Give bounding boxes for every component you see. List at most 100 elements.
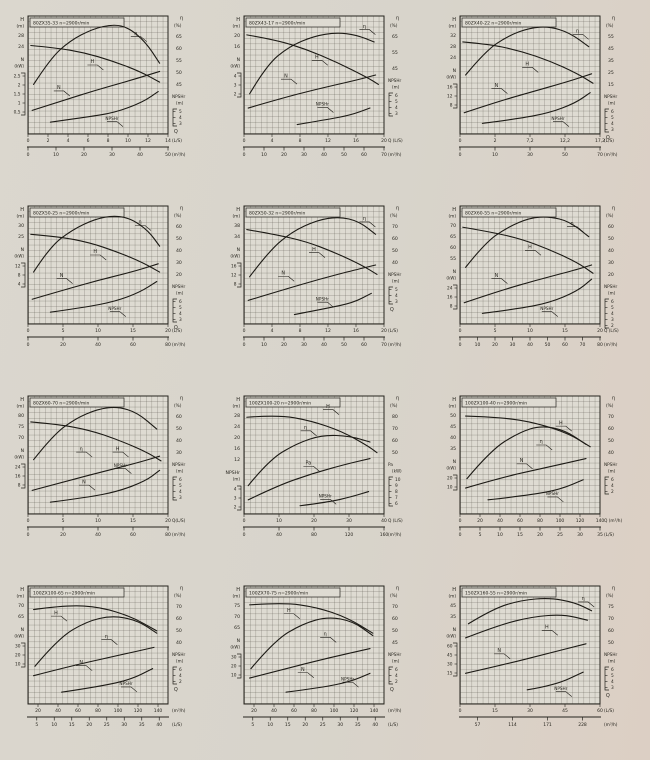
x2-unit: (m³/h): [172, 532, 186, 538]
power-axis-tick: 45: [447, 653, 453, 659]
npshr-axis-tick: 2: [611, 323, 614, 329]
chart-title: 80ZX60-55 n=2900r/min: [465, 211, 521, 217]
eff-axis-symbol: η: [612, 586, 615, 592]
curve-η: [467, 598, 593, 625]
curve-label-pointer: [317, 107, 334, 113]
flow-axis-symbol: Q: [174, 687, 178, 693]
npshr-axis-tick: 5: [611, 305, 614, 311]
x2-tick: 60: [361, 152, 367, 158]
left-axis-tick: 25: [18, 234, 24, 240]
x2-tick: 40: [95, 342, 101, 348]
curve-label-pointer: [107, 121, 124, 127]
chart-title: 80ZX50-25 n=2900r/min: [33, 211, 89, 217]
chart-title-box: [29, 587, 125, 598]
power-axis-tick: 10: [231, 673, 237, 679]
npshr-axis-tick: 3: [395, 111, 398, 117]
eff-axis-tick: 80: [392, 414, 398, 420]
curve-NPSHr: [61, 668, 154, 693]
curve-η: [247, 434, 371, 487]
x1-unit: Q (L/S): [388, 518, 403, 524]
curve-label-pointer: [76, 451, 93, 458]
curve-H: [30, 421, 162, 462]
curve-label-pointer: [109, 311, 126, 317]
curve-label-H: H: [545, 624, 549, 630]
eff-axis-symbol: η: [612, 206, 615, 212]
chart-title: 80ZX43-17 n=2900r/min: [249, 21, 305, 27]
x2-tick: 10: [267, 722, 273, 728]
eff-axis-unit: (%): [390, 593, 398, 599]
eff-axis-tick: 45: [608, 46, 614, 52]
curve-label-NPSHr: NPSHr: [114, 463, 127, 468]
curve-label-pointer: [342, 681, 359, 688]
x1-tick: 60: [517, 518, 523, 524]
x2-tick: 40: [137, 152, 143, 158]
x2-tick: 20: [81, 152, 87, 158]
left-axis-tick: 55: [450, 256, 456, 262]
curve-label-pointer: [303, 465, 320, 472]
curve-N: [463, 264, 593, 304]
x1-tick: 20: [381, 138, 387, 144]
curve-label-N: N: [495, 273, 499, 279]
x2-tick: 30: [527, 152, 533, 158]
x2-tick: 20: [492, 342, 498, 348]
eff-axis-symbol: η: [612, 16, 615, 22]
left-axis-tick: 70: [18, 603, 24, 609]
curve-NPSHr: [49, 90, 159, 123]
left-axis-tick: 35: [450, 446, 456, 452]
pump-curve-chart-80ZX50-25: 80ZX50-25 n=2900r/minH(m)3025N(kW)1284η(…: [14, 205, 186, 348]
x1-tick: 100: [114, 708, 123, 714]
x1-tick: 20: [597, 328, 603, 334]
npshr-axis-tick: 4: [611, 483, 614, 489]
eff-axis-tick: 60: [608, 224, 614, 230]
npshr-axis-tick: 4: [395, 105, 398, 111]
npshr-axis-symbol: NPSHr: [604, 284, 617, 289]
x2-tick: 60: [130, 342, 136, 348]
npshr-axis-tick: 3: [611, 317, 614, 323]
curve-label-N: N: [79, 660, 83, 666]
x1-tick: 5: [494, 328, 497, 334]
npshr-axis-tick: 6: [179, 667, 182, 673]
left-axis-unit: (m): [16, 24, 24, 30]
x2-tick: 120: [345, 532, 354, 538]
eff-axis-tick: 40: [608, 450, 614, 456]
curve-label-pointer: [553, 121, 570, 127]
x1-tick: 120: [350, 708, 359, 714]
x2-tick: 50: [341, 342, 347, 348]
x1-tick: 10: [527, 328, 533, 334]
curve-label-pointer: [309, 252, 326, 258]
x1-tick: 12: [145, 138, 151, 144]
x2-unit: (m³/h): [172, 152, 186, 158]
x1-tick: 60: [75, 708, 81, 714]
left-axis-tick: 32: [450, 33, 456, 39]
power-axis-tick: 2: [234, 92, 237, 98]
x1-unit: Q (m³/h): [604, 518, 623, 524]
curve-η: [465, 216, 590, 268]
eff-axis-tick: 60: [392, 236, 398, 242]
eff-axis-unit: (%): [606, 593, 614, 599]
npshr-axis-unit: (m): [176, 659, 184, 664]
left-axis-unit: (m): [448, 404, 456, 410]
x1-tick: 10: [276, 518, 282, 524]
x1-tick: 20: [165, 328, 171, 334]
x1-tick: 80: [311, 708, 317, 714]
power-axis-tick: 16: [15, 474, 21, 480]
eff-axis-tick: 60: [176, 414, 182, 420]
x2-tick: 40: [95, 532, 101, 538]
x1-tick: 100: [556, 518, 565, 524]
eff-axis-tick: 60: [392, 616, 398, 622]
curve-label-H: H: [91, 59, 95, 65]
eff-axis-unit: (%): [606, 213, 614, 219]
x2-tick: 30: [577, 532, 583, 538]
curve-label-pointer: [567, 226, 584, 232]
curve-label-pointer: [320, 637, 337, 643]
eff-axis-tick: 50: [392, 248, 398, 254]
chart-title-box: [29, 397, 125, 408]
x2-tick: 57: [475, 722, 481, 728]
curve-label-pointer: [491, 88, 508, 94]
curve-η: [249, 32, 375, 95]
left-axis-tick: 40: [450, 435, 456, 441]
eff-axis-tick: 60: [608, 628, 614, 634]
left-axis-unit: (m): [16, 404, 24, 410]
left-axis-unit: (m): [448, 594, 456, 600]
eff-axis-tick: 60: [608, 426, 614, 432]
